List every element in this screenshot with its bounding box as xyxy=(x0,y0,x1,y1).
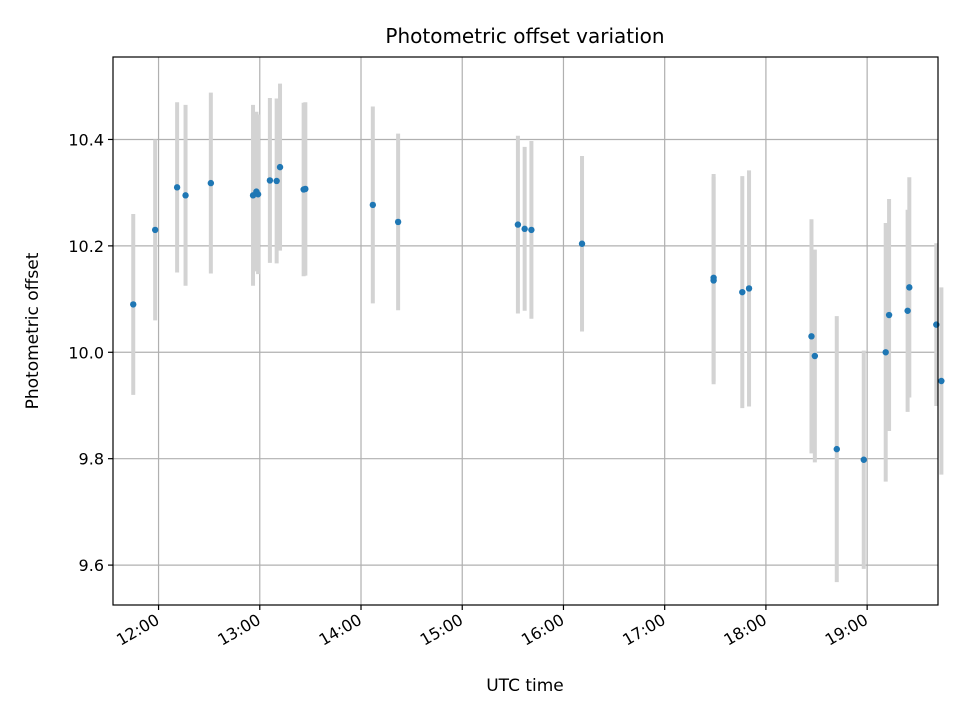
data-point xyxy=(302,185,309,193)
data-point xyxy=(882,349,889,356)
y-tick-label: 10.0 xyxy=(68,343,104,362)
data-point xyxy=(151,226,159,234)
data-point xyxy=(254,191,262,198)
x-axis-label: UTC time xyxy=(486,676,564,696)
data-point xyxy=(745,285,753,292)
data-point xyxy=(276,163,284,171)
y-axis-ticks: 9.6 9.8 10.0 10.2 10.4 xyxy=(68,130,113,575)
plot-frame xyxy=(112,56,939,606)
data-point xyxy=(514,221,522,228)
data-point xyxy=(266,177,274,184)
grid xyxy=(113,57,938,605)
y-axis-label: Photometric offset xyxy=(23,252,43,409)
data-point xyxy=(938,377,945,385)
data-point xyxy=(904,307,911,314)
data-point xyxy=(521,225,528,233)
data-points xyxy=(130,163,945,463)
data-point xyxy=(130,301,137,308)
data-point xyxy=(833,445,840,453)
data-point xyxy=(710,277,717,284)
data-point xyxy=(528,226,535,234)
y-tick-label: 10.4 xyxy=(68,130,104,149)
data-point xyxy=(207,179,215,187)
data-point xyxy=(811,352,819,360)
y-tick-label: 10.2 xyxy=(68,237,104,256)
data-point xyxy=(578,240,586,247)
data-point xyxy=(182,192,189,199)
data-point xyxy=(808,333,815,340)
data-point xyxy=(173,184,181,191)
data-point xyxy=(273,177,280,185)
data-point xyxy=(906,284,913,291)
data-point xyxy=(369,201,377,209)
y-tick-label: 9.8 xyxy=(79,450,104,469)
data-point xyxy=(885,311,893,319)
data-point xyxy=(394,218,402,226)
data-point xyxy=(860,456,867,463)
chart-title: Photometric offset variation xyxy=(385,24,664,48)
y-tick-label: 9.6 xyxy=(79,556,104,575)
data-point xyxy=(739,288,746,296)
